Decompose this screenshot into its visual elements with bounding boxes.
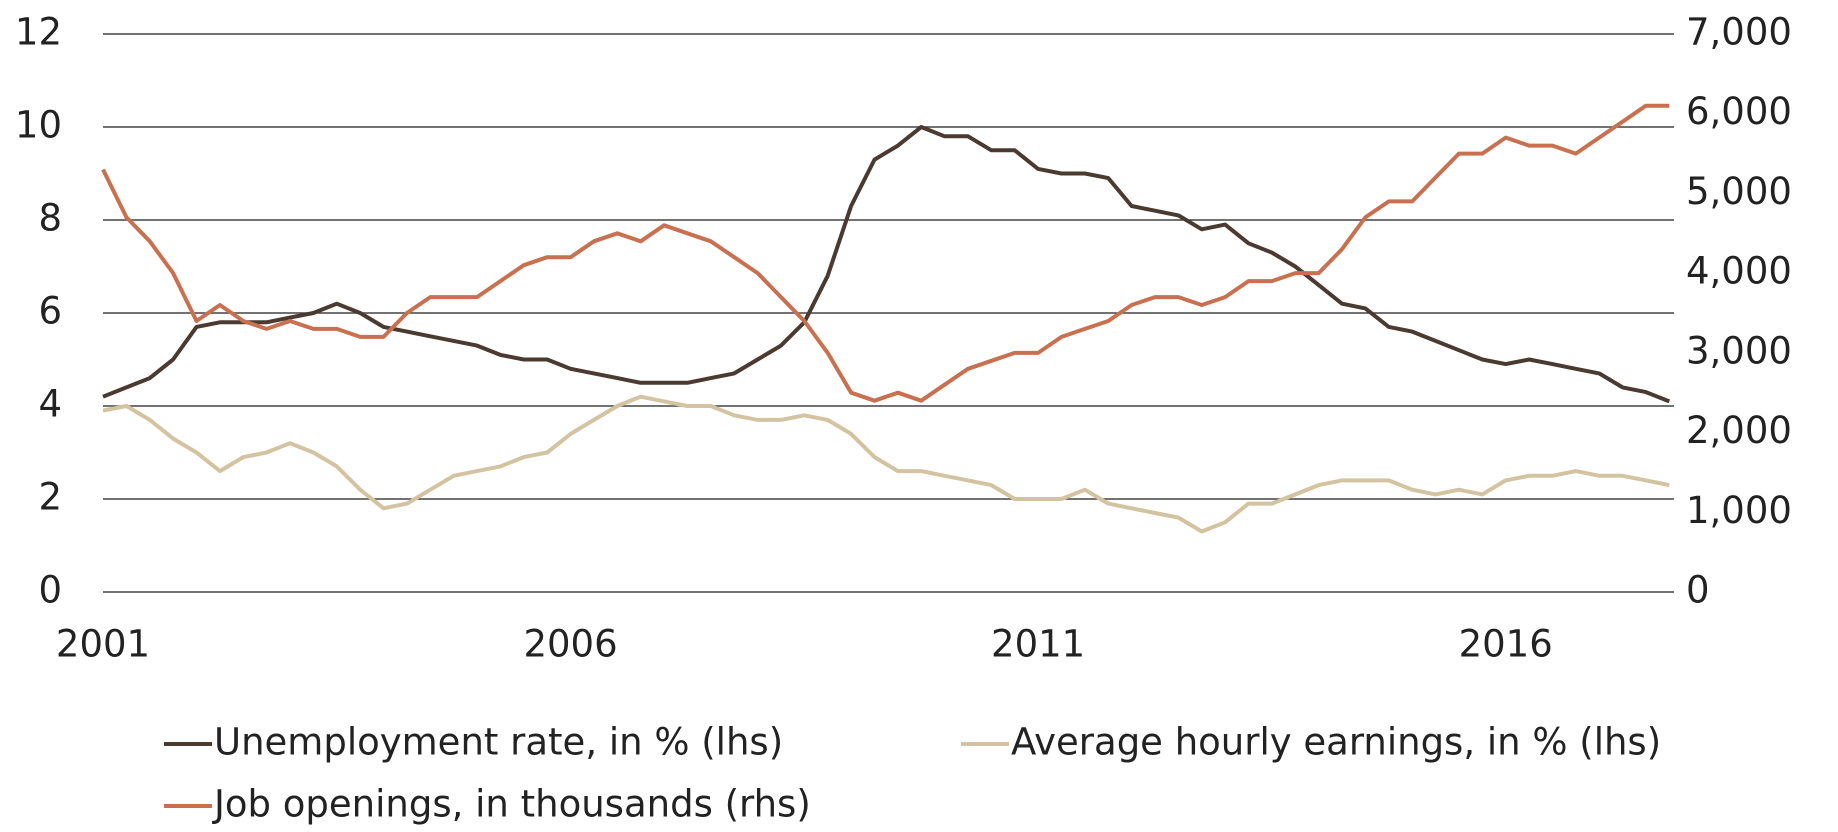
y2-tick-label: 5,000 — [1686, 170, 1792, 213]
y2-tick-label: 2,000 — [1686, 409, 1792, 452]
y-tick-label: 8 — [38, 197, 62, 240]
y2-tick-label: 1,000 — [1686, 489, 1792, 532]
series-line — [101, 103, 1670, 403]
legend-label: Unemployment rate, in % (lhs) — [214, 721, 783, 764]
y2-tick-label: 4,000 — [1686, 250, 1792, 293]
y2-tick-label: 7,000 — [1686, 11, 1792, 54]
x-tick-label: 2006 — [523, 623, 617, 666]
y-tick-label: 12 — [15, 11, 62, 54]
y-tick-label: 2 — [38, 476, 62, 519]
y-tick-label: 6 — [38, 290, 62, 333]
y2-tick-label: 3,000 — [1686, 329, 1792, 372]
y2-tick-label: 0 — [1686, 569, 1710, 612]
legend-label: Average hourly earnings, in % (lhs) — [1011, 721, 1661, 764]
legend-label: Job openings, in thousands (rhs) — [212, 783, 811, 826]
y2-tick-label: 6,000 — [1686, 90, 1792, 133]
y-tick-label: 10 — [15, 104, 62, 147]
series-line — [102, 125, 1671, 404]
series-line — [102, 394, 1670, 534]
x-tick-label: 2011 — [991, 623, 1085, 666]
y-tick-label: 4 — [38, 383, 62, 426]
x-tick-label: 2016 — [1459, 623, 1553, 666]
x-tick-label: 2001 — [56, 623, 150, 666]
y-tick-label: 0 — [38, 569, 62, 612]
